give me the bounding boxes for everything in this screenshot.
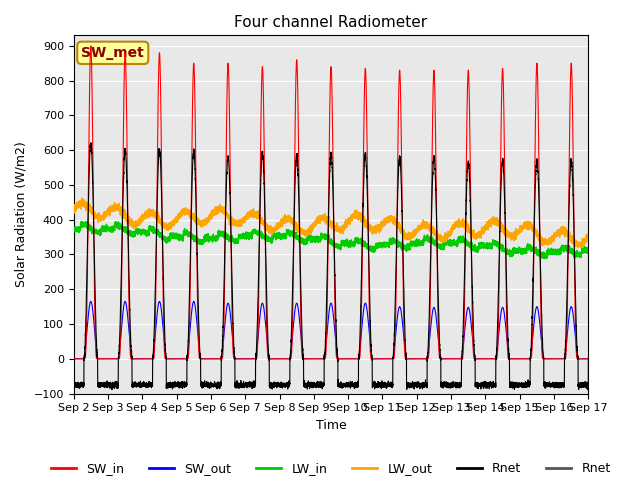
LW_in bbox=[84, 218, 92, 224]
Rnet bbox=[180, 383, 188, 388]
LW_out bbox=[70, 204, 77, 210]
Line: LW_out: LW_out bbox=[74, 198, 588, 248]
LW_out bbox=[78, 195, 86, 201]
Legend: SW_in, SW_out, LW_in, LW_out, Rnet, Rnet: SW_in, SW_out, LW_in, LW_out, Rnet, Rnet bbox=[46, 457, 616, 480]
LW_out bbox=[180, 209, 188, 215]
LW_out bbox=[584, 235, 592, 240]
Line: SW_in: SW_in bbox=[74, 46, 588, 359]
SW_in bbox=[87, 43, 95, 48]
LW_in bbox=[402, 246, 410, 252]
SW_out bbox=[180, 356, 188, 362]
SW_out bbox=[475, 356, 483, 362]
SW_out bbox=[87, 299, 95, 304]
SW_out bbox=[262, 331, 270, 336]
SW_out bbox=[402, 352, 410, 358]
Y-axis label: Solar Radiation (W/m2): Solar Radiation (W/m2) bbox=[15, 142, 28, 288]
LW_out bbox=[583, 235, 591, 240]
LW_out bbox=[574, 245, 582, 251]
SW_in bbox=[70, 356, 77, 362]
LW_in bbox=[175, 231, 182, 237]
Rnet bbox=[175, 384, 182, 389]
LW_out bbox=[175, 215, 182, 220]
Rnet bbox=[475, 382, 483, 387]
Rnet bbox=[87, 140, 95, 145]
Rnet bbox=[583, 381, 591, 387]
Rnet bbox=[584, 387, 592, 393]
Line: SW_out: SW_out bbox=[74, 301, 588, 359]
LW_in bbox=[70, 226, 77, 231]
SW_out bbox=[584, 356, 592, 362]
Line: LW_in: LW_in bbox=[74, 221, 588, 258]
LW_in bbox=[262, 234, 270, 240]
LW_in bbox=[584, 248, 592, 253]
Rnet bbox=[402, 354, 410, 360]
SW_in bbox=[402, 356, 410, 362]
LW_out bbox=[402, 231, 410, 237]
LW_in bbox=[180, 231, 188, 237]
Rnet bbox=[584, 356, 592, 361]
LW_out bbox=[262, 225, 270, 230]
SW_out bbox=[70, 356, 77, 362]
LW_in bbox=[583, 248, 591, 253]
SW_in bbox=[180, 356, 188, 362]
SW_in bbox=[583, 356, 591, 362]
SW_in bbox=[584, 356, 592, 362]
X-axis label: Time: Time bbox=[316, 419, 346, 432]
SW_out bbox=[175, 356, 182, 362]
SW_out bbox=[583, 356, 591, 362]
Text: SW_met: SW_met bbox=[81, 46, 144, 60]
Title: Four channel Radiometer: Four channel Radiometer bbox=[234, 15, 428, 30]
Rnet bbox=[262, 280, 270, 286]
SW_in bbox=[262, 314, 270, 320]
Rnet bbox=[70, 382, 77, 388]
LW_in bbox=[475, 243, 483, 249]
SW_in bbox=[175, 356, 182, 362]
LW_in bbox=[542, 255, 550, 261]
LW_out bbox=[475, 233, 483, 239]
SW_in bbox=[475, 356, 483, 362]
Line: Rnet: Rnet bbox=[74, 143, 588, 390]
